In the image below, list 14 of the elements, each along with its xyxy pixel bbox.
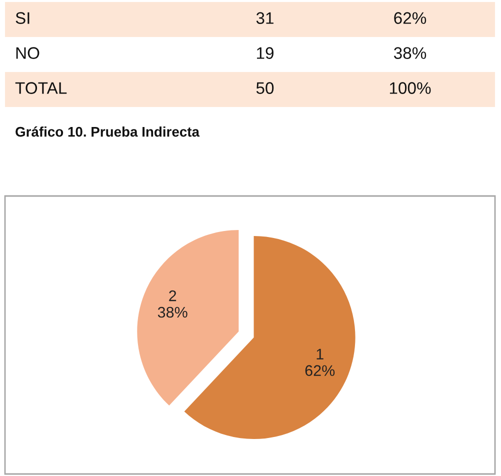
text: 38% xyxy=(394,47,426,59)
slice-label: 2 xyxy=(169,290,176,302)
data-label: 38% xyxy=(158,306,188,318)
data-label: 62% xyxy=(305,365,335,376)
text: 62% xyxy=(394,12,426,24)
text: 50 xyxy=(256,82,274,94)
text: 31 xyxy=(256,12,274,24)
chart-title: Gráfico 10. Prueba Indirecta xyxy=(16,126,200,137)
text: 100% xyxy=(390,82,431,94)
text: NO xyxy=(16,47,40,59)
text: 19 xyxy=(257,47,274,59)
slice-label: 1 xyxy=(316,348,324,360)
text: TOTAL xyxy=(15,82,67,94)
text: SI xyxy=(16,12,30,24)
